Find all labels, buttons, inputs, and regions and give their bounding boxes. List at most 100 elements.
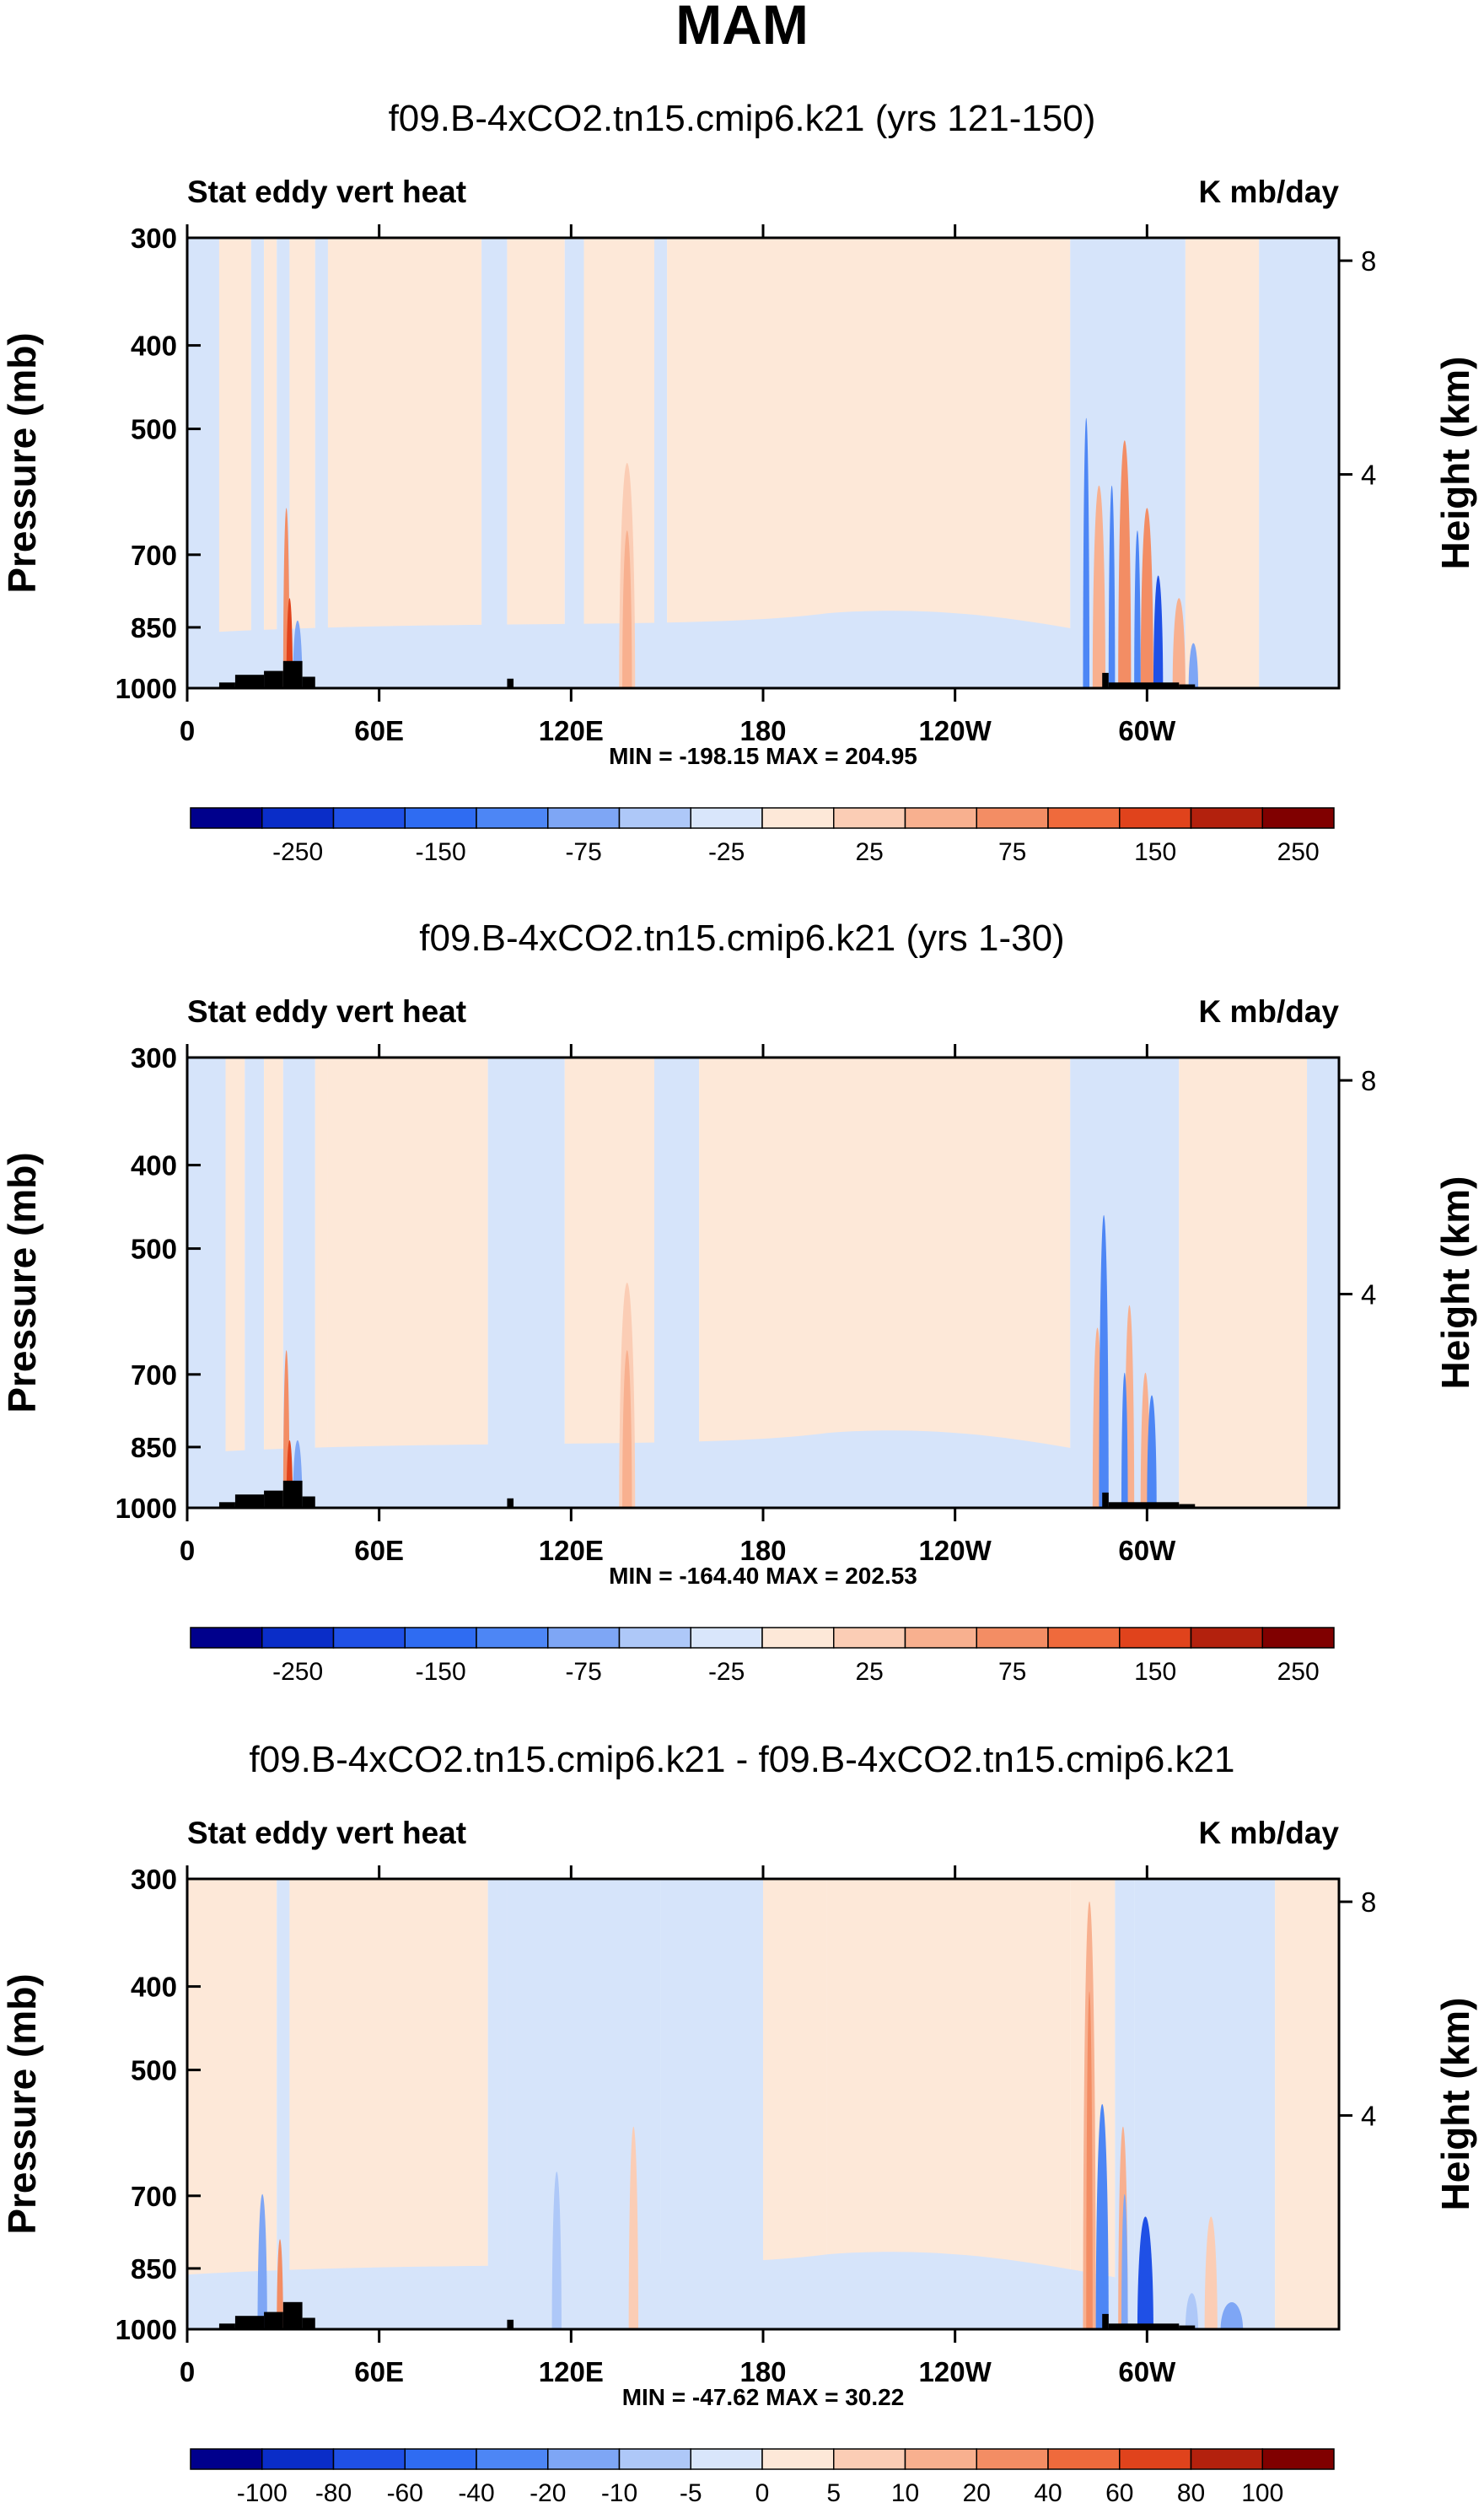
colorbar-box	[833, 807, 906, 829]
x-tick-label: 60W	[1118, 1535, 1176, 1566]
contour-band	[289, 238, 315, 688]
terrain-mask	[1179, 1504, 1196, 1508]
colorbar-box	[1119, 1627, 1192, 1649]
terrain-mask	[1108, 1502, 1180, 1508]
colorbar-box	[404, 807, 477, 829]
contour-feature-positive	[1172, 598, 1186, 688]
colorbar-box	[690, 1627, 763, 1649]
terrain-mask	[234, 675, 265, 688]
y-tick-label: 500	[131, 414, 177, 445]
min-max-label: MIN = -164.40 MAX = 202.53	[609, 1563, 917, 1589]
colorbar-box	[904, 1627, 977, 1649]
contour-band-surface	[187, 611, 1148, 688]
contour-band	[327, 1058, 488, 1508]
x-tick-label: 60E	[354, 715, 404, 746]
contour-feature-positive	[1086, 1991, 1093, 2329]
contour-band	[1307, 1058, 1339, 1508]
colorbar-box	[261, 807, 335, 829]
panel-units-label: K mb/day	[1198, 1816, 1339, 1850]
colorbar-box	[1261, 807, 1335, 829]
x-tick-label: 60E	[354, 2356, 404, 2387]
x-tick-label: 0	[180, 1535, 195, 1566]
plot-area	[187, 1879, 1339, 2329]
min-max-label: MIN = -47.62 MAX = 30.22	[622, 2384, 905, 2410]
colorbar-box	[190, 1627, 263, 1649]
chart-panel-3: f09.B-4xCO2.tn15.cmip6.k21 - f09.B-4xCO2…	[0, 1739, 1477, 2507]
colorbar-box	[547, 807, 621, 829]
panel-left-label: Stat eddy vert heat	[187, 1816, 466, 1850]
panel-title: f09.B-4xCO2.tn15.cmip6.k21 (yrs 1-30)	[419, 918, 1064, 959]
contour-feature-negative	[1095, 2104, 1109, 2329]
contour-band	[507, 238, 565, 688]
terrain-mask	[1108, 2323, 1180, 2329]
contour-band	[250, 238, 265, 688]
colorbar-box	[1047, 1627, 1121, 1649]
colorbar-box	[976, 2448, 1049, 2470]
colorbar-box	[618, 1627, 691, 1649]
terrain-mask	[302, 2317, 315, 2329]
y-tick-label: 1000	[116, 673, 177, 704]
colorbar-box	[404, 2448, 477, 2470]
contour-band-surface	[187, 1430, 1148, 1508]
y-tick-label: 850	[131, 1432, 177, 1463]
contour-feature-negative	[1121, 1372, 1128, 1508]
contour-band	[245, 1058, 265, 1508]
panel-units-label: K mb/day	[1198, 175, 1339, 209]
colorbar-box	[1190, 2448, 1263, 2470]
contour-band-surface	[187, 2252, 1148, 2329]
y-tick-label: 500	[131, 1234, 177, 1265]
x-tick-label: 180	[739, 1535, 786, 1566]
colorbar-box	[1261, 1627, 1335, 1649]
colorbar-label: 75	[998, 838, 1026, 866]
colorbar-box	[833, 1627, 906, 1649]
contour-band	[187, 1058, 226, 1508]
terrain-mask	[234, 2316, 265, 2329]
plot-area	[187, 238, 1339, 688]
colorbar-box	[476, 807, 549, 829]
x-tick-label: 120E	[539, 1535, 604, 1566]
colorbar-box	[761, 2448, 835, 2470]
colorbar-box	[476, 1627, 549, 1649]
contour-feature-negative	[1083, 417, 1090, 688]
contour-band	[315, 1058, 328, 1508]
colorbar-box	[761, 1627, 835, 1649]
y-right-tick-label: 8	[1361, 1886, 1376, 1918]
colorbar-label: -100	[237, 2479, 288, 2507]
colorbar-label: 20	[963, 2479, 991, 2507]
y-tick-label: 1000	[116, 1493, 177, 1524]
contour-band	[187, 238, 219, 688]
panel-title: f09.B-4xCO2.tn15.cmip6.k21 - f09.B-4xCO2…	[249, 1739, 1234, 1780]
colorbar-box	[1261, 2448, 1335, 2470]
terrain-mask	[1102, 1492, 1109, 1508]
colorbar-label: 0	[755, 2479, 770, 2507]
colorbar-box	[690, 807, 763, 829]
figure-title: MAM	[675, 0, 809, 56]
contour-feature-positive	[628, 2126, 639, 2329]
colorbar-box	[976, 807, 1049, 829]
colorbar-box	[261, 2448, 335, 2470]
colorbar-box	[904, 807, 977, 829]
terrain-mask	[507, 1498, 514, 1508]
colorbar-box	[190, 807, 263, 829]
terrain-mask	[218, 2323, 235, 2329]
colorbar-box	[1047, 807, 1121, 829]
colorbar-box	[547, 2448, 621, 2470]
contour-band	[564, 238, 584, 688]
terrain-mask	[264, 2312, 283, 2329]
contour-band	[1185, 238, 1260, 688]
y-tick-label: 500	[131, 2055, 177, 2086]
contour-feature-negative	[1099, 1214, 1109, 1508]
x-tick-label: 120W	[919, 715, 992, 746]
x-tick-label: 60W	[1118, 715, 1176, 746]
colorbar-label: 150	[1134, 838, 1176, 866]
colorbar-label: 150	[1134, 1658, 1176, 1686]
contour-feature-negative	[1137, 2216, 1153, 2329]
contour-feature-negative	[1220, 2301, 1244, 2329]
y-axis-label: Pressure (mb)	[0, 1973, 44, 2234]
panel-units-label: K mb/day	[1198, 994, 1339, 1029]
contour-band	[1134, 1879, 1276, 2329]
terrain-mask	[507, 678, 514, 688]
y-right-axis-label: Height (km)	[1433, 1998, 1477, 2211]
colorbar-label: 25	[855, 1658, 883, 1686]
colorbar-label: -10	[601, 2479, 637, 2507]
